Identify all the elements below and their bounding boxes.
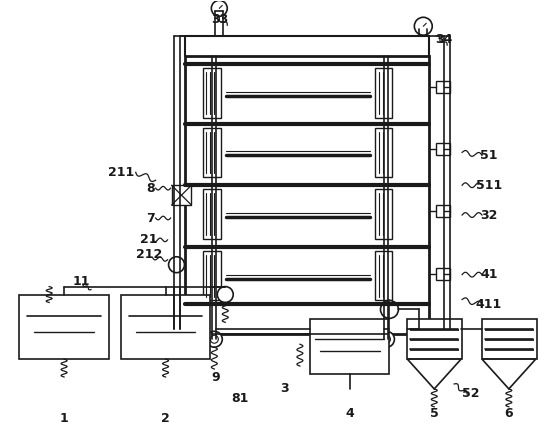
- Bar: [310, 319, 389, 374]
- Bar: [375, 189, 393, 239]
- Bar: [375, 68, 393, 117]
- Bar: [436, 205, 450, 217]
- Text: 4: 4: [346, 407, 354, 420]
- Bar: [485, 329, 534, 331]
- Text: 511: 511: [476, 179, 502, 192]
- Bar: [410, 349, 459, 351]
- Bar: [203, 251, 221, 301]
- Circle shape: [207, 331, 222, 347]
- Text: 52: 52: [463, 387, 480, 400]
- Bar: [410, 339, 459, 341]
- Text: 212: 212: [136, 248, 162, 261]
- Text: 41: 41: [480, 268, 498, 281]
- Bar: [203, 128, 221, 177]
- Circle shape: [211, 0, 227, 16]
- Bar: [410, 329, 459, 331]
- Bar: [485, 339, 534, 341]
- Polygon shape: [482, 359, 536, 389]
- Circle shape: [379, 331, 394, 347]
- Bar: [436, 268, 450, 280]
- Text: 5: 5: [430, 407, 438, 420]
- Text: 3: 3: [281, 382, 290, 396]
- Circle shape: [211, 335, 218, 343]
- Text: 81: 81: [231, 392, 249, 405]
- Bar: [482, 319, 536, 359]
- Bar: [436, 81, 450, 93]
- Circle shape: [217, 286, 233, 302]
- Text: 2: 2: [161, 412, 170, 425]
- Bar: [171, 185, 192, 205]
- Text: 51: 51: [480, 149, 498, 162]
- Bar: [485, 349, 534, 351]
- Bar: [203, 189, 221, 239]
- Bar: [407, 319, 462, 359]
- Text: 7: 7: [146, 212, 155, 224]
- Bar: [185, 56, 430, 334]
- Text: 9: 9: [211, 370, 220, 384]
- Bar: [375, 251, 393, 301]
- Bar: [121, 294, 211, 359]
- Text: 6: 6: [505, 407, 513, 420]
- Text: 33: 33: [212, 13, 229, 26]
- Bar: [19, 294, 109, 359]
- Text: 8: 8: [146, 182, 155, 195]
- Text: 11: 11: [72, 275, 90, 288]
- Text: 411: 411: [476, 298, 502, 311]
- Polygon shape: [407, 359, 461, 389]
- Bar: [203, 68, 221, 117]
- Text: 21: 21: [140, 233, 157, 246]
- Circle shape: [414, 17, 432, 35]
- Circle shape: [169, 257, 184, 273]
- Text: 1: 1: [60, 412, 68, 425]
- Circle shape: [382, 335, 390, 343]
- Text: 32: 32: [480, 209, 498, 221]
- Bar: [375, 128, 393, 177]
- Text: 34: 34: [436, 33, 453, 46]
- Bar: [436, 143, 450, 155]
- Circle shape: [380, 301, 398, 319]
- Text: 211: 211: [108, 166, 134, 179]
